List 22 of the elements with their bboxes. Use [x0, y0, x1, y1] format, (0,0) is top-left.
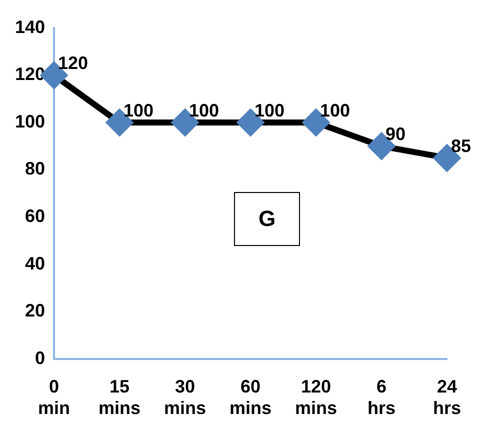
x-tick-label: 120 mins — [295, 376, 338, 418]
y-tick-label: 20 — [25, 300, 46, 321]
y-tick-label: 0 — [35, 348, 46, 368]
x-tick-label: 15 mins — [98, 376, 141, 418]
x-tick-label: 24 hrs — [432, 376, 462, 418]
y-tick-label: 80 — [25, 158, 46, 179]
y-tick-label: 100 — [14, 111, 46, 132]
y-tick-label: 40 — [25, 253, 46, 274]
data-label: 100 — [189, 100, 220, 120]
data-label: 120 — [58, 53, 88, 74]
x-tick-label: 6 hrs — [368, 376, 396, 418]
data-label: 85 — [451, 136, 472, 156]
data-label: 100 — [320, 100, 350, 120]
x-tick-label: 30 mins — [164, 376, 206, 418]
data-label: 90 — [386, 124, 406, 144]
x-tick-label: 0 min — [38, 376, 70, 418]
y-tick-label: 60 — [25, 206, 46, 226]
data-label: 100 — [254, 100, 285, 120]
data-label: 100 — [124, 100, 154, 120]
y-tick-label: 140 — [14, 16, 46, 37]
annotation: G — [234, 192, 300, 246]
x-tick-label: 60 mins — [230, 376, 272, 418]
